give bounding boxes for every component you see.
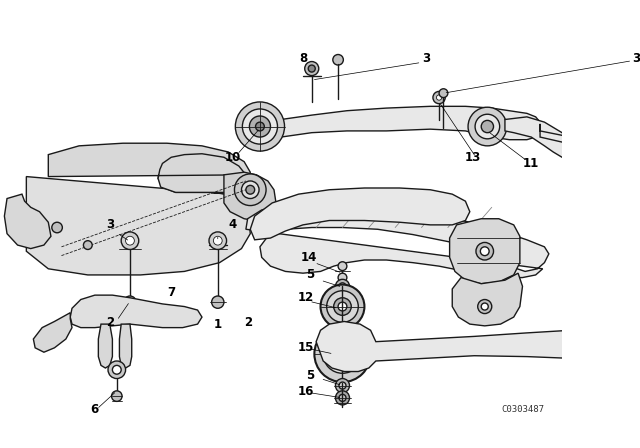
Circle shape [333, 298, 351, 315]
Text: 12: 12 [298, 291, 314, 304]
Text: 11: 11 [523, 157, 540, 170]
Circle shape [113, 366, 121, 374]
Text: 16: 16 [298, 385, 314, 398]
Circle shape [338, 262, 347, 271]
Circle shape [125, 236, 134, 245]
Circle shape [335, 391, 349, 405]
Polygon shape [70, 295, 202, 327]
Circle shape [338, 302, 347, 311]
Polygon shape [450, 219, 520, 284]
Circle shape [213, 236, 222, 245]
Circle shape [212, 296, 224, 308]
Circle shape [335, 379, 349, 392]
Text: 7: 7 [167, 286, 175, 299]
Text: 6: 6 [91, 403, 99, 416]
Circle shape [308, 65, 316, 72]
Polygon shape [540, 124, 640, 155]
Text: 13: 13 [464, 151, 481, 164]
Text: C0303487: C0303487 [502, 405, 545, 414]
Circle shape [338, 273, 347, 282]
Circle shape [468, 107, 507, 146]
Polygon shape [48, 143, 250, 192]
Text: 15: 15 [298, 341, 314, 354]
Text: 3: 3 [632, 52, 640, 65]
Text: 5: 5 [306, 369, 314, 382]
Circle shape [326, 291, 358, 323]
Text: 4: 4 [228, 218, 237, 231]
Polygon shape [452, 273, 522, 326]
Circle shape [209, 232, 227, 250]
Polygon shape [26, 155, 253, 275]
Circle shape [305, 61, 319, 76]
Circle shape [339, 283, 346, 290]
Circle shape [475, 114, 500, 139]
Circle shape [250, 116, 271, 137]
Polygon shape [316, 322, 640, 371]
Text: 10: 10 [225, 151, 241, 164]
Text: 14: 14 [301, 251, 317, 264]
Polygon shape [4, 194, 51, 249]
Text: 3: 3 [106, 218, 114, 231]
Polygon shape [120, 324, 132, 368]
Circle shape [335, 279, 349, 293]
Circle shape [108, 361, 125, 379]
Polygon shape [224, 172, 276, 220]
Text: 1: 1 [214, 318, 222, 331]
Polygon shape [260, 106, 543, 140]
Circle shape [339, 382, 346, 389]
Circle shape [243, 109, 278, 144]
Circle shape [433, 91, 445, 103]
Circle shape [314, 326, 371, 382]
Circle shape [52, 222, 62, 233]
Polygon shape [250, 188, 470, 240]
Circle shape [246, 185, 255, 194]
Circle shape [477, 300, 492, 314]
Circle shape [234, 174, 266, 206]
Circle shape [436, 95, 442, 100]
Circle shape [476, 242, 493, 260]
Circle shape [481, 303, 488, 310]
Circle shape [255, 122, 264, 131]
Circle shape [333, 55, 343, 65]
Circle shape [339, 394, 346, 401]
Circle shape [121, 232, 139, 250]
Text: 8: 8 [299, 52, 307, 65]
Text: 2: 2 [244, 316, 253, 329]
Text: 5: 5 [306, 268, 314, 281]
Circle shape [236, 102, 285, 151]
Circle shape [323, 335, 362, 373]
Circle shape [124, 296, 136, 308]
Circle shape [321, 284, 364, 328]
Circle shape [338, 349, 347, 358]
Polygon shape [99, 324, 113, 368]
Circle shape [481, 247, 489, 256]
Circle shape [241, 181, 259, 198]
Circle shape [111, 391, 122, 401]
Circle shape [83, 241, 92, 250]
Circle shape [332, 344, 353, 365]
Text: 3: 3 [422, 52, 430, 65]
Polygon shape [33, 313, 72, 352]
Circle shape [439, 89, 448, 98]
Text: 2: 2 [106, 316, 114, 329]
Circle shape [481, 121, 493, 133]
Polygon shape [505, 117, 580, 161]
Polygon shape [246, 203, 549, 278]
